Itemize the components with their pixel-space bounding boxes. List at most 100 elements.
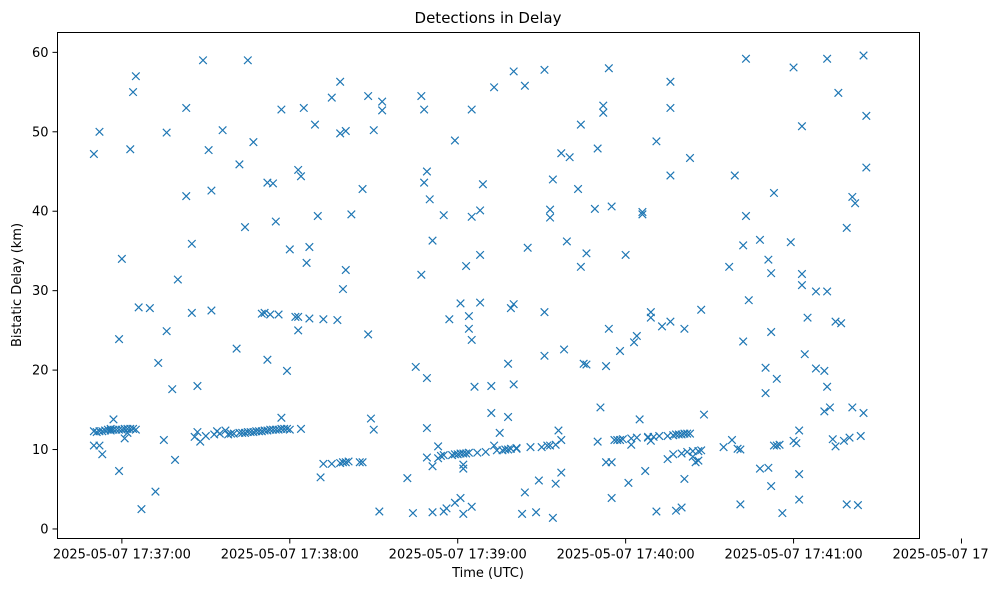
y-tick-label: 60: [32, 46, 49, 61]
data-point-marker: [464, 311, 474, 321]
data-point-marker: [744, 295, 754, 305]
data-point-marker: [422, 167, 432, 176]
data-point-marker: [411, 362, 420, 372]
data-point-marker: [461, 449, 471, 458]
data-point-marker: [162, 128, 171, 137]
data-point-marker: [459, 509, 468, 519]
data-point-marker: [772, 441, 781, 450]
data-point-marker: [668, 450, 678, 459]
data-point-marker: [719, 442, 728, 452]
data-point-marker: [207, 306, 216, 315]
data-point-marker: [755, 235, 765, 245]
plot-frame: [57, 32, 920, 539]
data-point-marker: [106, 424, 115, 434]
data-point-marker: [495, 428, 504, 438]
data-point-marker: [193, 381, 202, 391]
data-point-marker: [794, 469, 804, 479]
data-point-marker: [257, 309, 267, 318]
data-point-marker: [685, 429, 695, 438]
data-point-marker: [268, 179, 278, 188]
data-point-marker: [428, 508, 437, 517]
data-point-marker: [487, 408, 496, 418]
x-tick-label: 2025-05-07 17:41:00: [725, 548, 863, 563]
data-point-marker: [545, 213, 555, 222]
data-point-marker: [243, 56, 253, 65]
data-point-marker: [766, 268, 776, 278]
data-point-marker: [341, 265, 350, 275]
data-point-marker: [573, 184, 583, 194]
data-point-marker: [828, 434, 837, 444]
data-point-marker: [347, 210, 356, 219]
data-point-marker: [590, 204, 600, 214]
data-point-marker: [137, 504, 146, 514]
data-point-marker: [543, 441, 552, 450]
data-point-marker: [800, 349, 809, 359]
data-point-marker: [741, 54, 751, 63]
data-point-marker: [593, 144, 602, 153]
data-point-marker: [207, 186, 216, 195]
data-point-marker: [811, 364, 821, 373]
data-point-marker: [834, 88, 843, 98]
data-point-marker: [277, 105, 286, 114]
data-point-marker: [761, 388, 770, 398]
data-point-marker: [503, 445, 513, 454]
data-point-marker: [764, 255, 773, 264]
data-point-marker: [696, 446, 706, 455]
data-point-marker: [677, 449, 686, 458]
data-point-marker: [489, 83, 499, 92]
data-point-marker: [377, 97, 387, 106]
data-point-marker: [797, 269, 807, 279]
data-point-marker: [114, 334, 124, 344]
data-point-marker: [235, 160, 244, 169]
data-point-marker: [593, 437, 602, 446]
data-point-marker: [151, 487, 160, 496]
data-point-marker: [820, 407, 829, 416]
data-point-marker: [557, 149, 566, 158]
data-point-marker: [632, 433, 642, 442]
data-point-marker: [557, 435, 566, 445]
data-point-marker: [632, 331, 642, 341]
data-point-marker: [89, 149, 99, 159]
data-point-marker: [109, 415, 118, 424]
data-point-marker: [677, 503, 686, 512]
y-tick-label: 30: [32, 284, 49, 299]
data-point-marker: [249, 137, 258, 147]
data-point-marker: [582, 360, 591, 369]
data-point-marker: [98, 427, 107, 436]
data-point-marker: [789, 63, 798, 72]
data-point-marker: [445, 315, 454, 324]
data-point-marker: [305, 242, 314, 252]
data-point-marker: [503, 412, 513, 422]
data-point-marker: [221, 426, 230, 435]
data-point-marker: [772, 374, 781, 384]
data-point-marker: [509, 299, 518, 309]
data-point-marker: [615, 435, 625, 445]
data-point-marker: [419, 105, 429, 114]
x-axis-label: Time (UTC): [451, 566, 524, 581]
y-tick-label: 40: [32, 205, 49, 220]
data-point-marker: [439, 210, 448, 220]
data-point-marker: [845, 433, 854, 442]
data-point-marker: [638, 210, 647, 219]
y-tick-label: 0: [40, 522, 48, 537]
x-tick-label: 2025-05-07 17:39:00: [389, 548, 527, 563]
data-point-marker: [299, 103, 309, 113]
data-point-marker: [123, 428, 132, 438]
data-point-marker: [512, 443, 521, 453]
data-point-marker: [475, 250, 485, 260]
data-point-marker: [240, 222, 250, 232]
data-point-marker: [557, 468, 566, 477]
y-axis-ticks: 0 10 20 30 40 50 60: [32, 46, 58, 537]
data-point-marker: [419, 178, 429, 187]
data-point-marker: [475, 206, 485, 215]
data-point-marker: [766, 481, 776, 491]
data-point-marker: [263, 355, 272, 364]
data-point-marker: [540, 307, 549, 317]
data-point-marker: [417, 270, 426, 280]
data-point-marker: [131, 425, 141, 434]
data-point-marker: [682, 429, 692, 438]
data-point-marker: [162, 326, 171, 336]
data-point-marker: [487, 381, 496, 391]
data-point-marker: [778, 508, 787, 518]
